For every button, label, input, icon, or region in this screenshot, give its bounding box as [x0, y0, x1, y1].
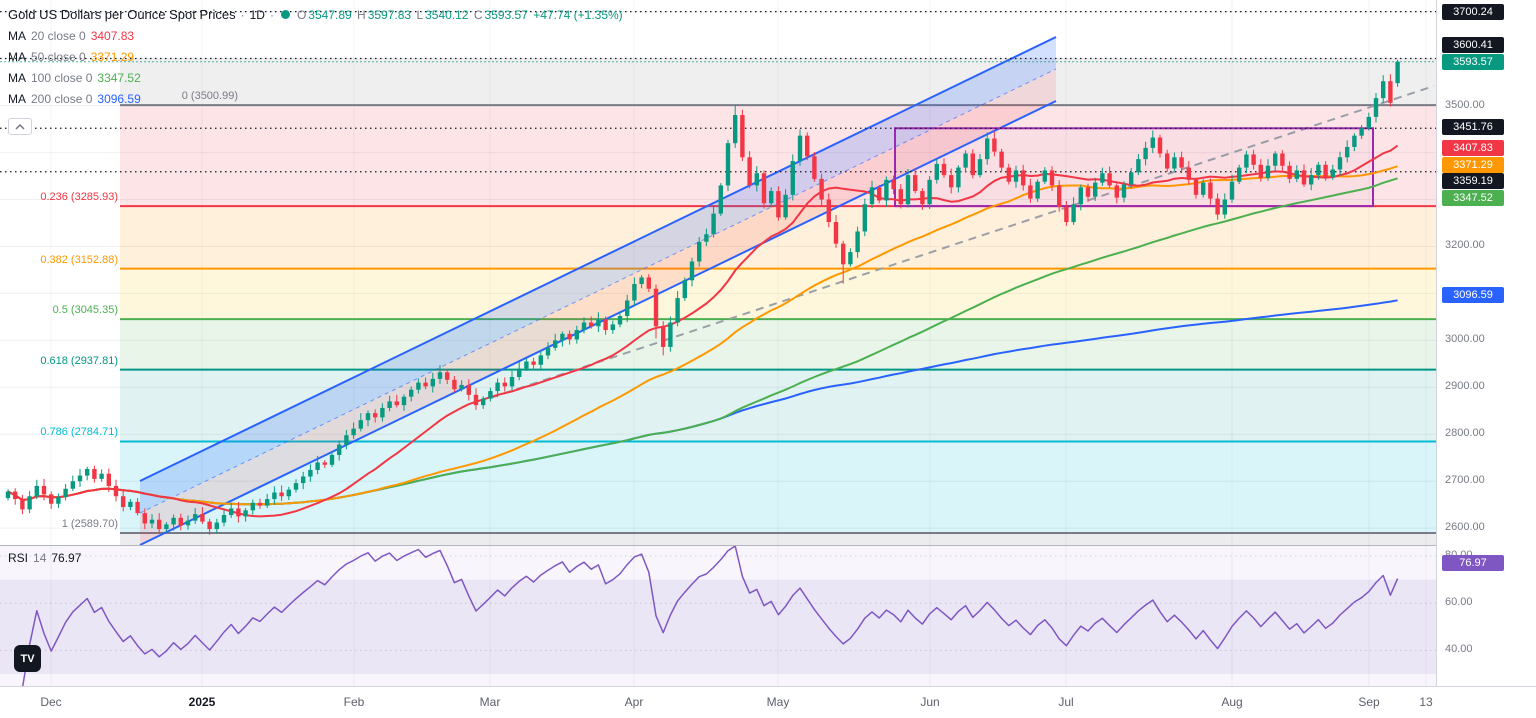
high-value: 3597.83	[367, 7, 412, 22]
price-axis-badge: 3407.83	[1442, 140, 1504, 156]
rsi-params: 14	[33, 551, 47, 565]
rsi-axis-label: 60.00	[1445, 596, 1473, 609]
indicator-legend-ma20[interactable]: MA 20 close 0 3407.83	[8, 25, 625, 46]
price-axis-badge: 3371.29	[1442, 157, 1504, 173]
fib-level-label: 0.618 (2937.81)	[40, 354, 118, 367]
rsi-chart-canvas[interactable]	[0, 546, 1436, 686]
time-axis-label: 13	[1419, 695, 1433, 709]
market-status-icon	[280, 10, 290, 19]
fib-level-label: 1 (2589.70)	[61, 517, 118, 530]
change-value: +47.74 (+1.35%)	[533, 7, 623, 22]
fib-level-label: 0.5 (3045.35)	[52, 304, 118, 317]
price-axis-badge: 3347.52	[1442, 190, 1504, 206]
indicator-legend-ma50[interactable]: MA 50 close 0 3371.29	[8, 46, 625, 67]
time-axis-label: Jun	[920, 695, 940, 709]
price-axis[interactable]: 3500.00 3200.00 3000.00 2900.00 2800.00 2700.…	[1436, 0, 1536, 686]
price-axis-label: 3000.00	[1445, 333, 1485, 346]
rsi-value-badge: 76.97	[1442, 555, 1504, 572]
open-label: O	[296, 7, 307, 22]
open-value: 3547.89	[308, 7, 352, 22]
pane-collapse-button[interactable]	[8, 118, 32, 135]
fib-level-label: 0.786 (2784.71)	[40, 426, 118, 439]
indicator-name: MA	[8, 28, 26, 43]
pane-separator[interactable]	[0, 545, 1536, 546]
time-axis-label: Dec	[40, 695, 62, 709]
indicator-params: 200 close 0	[31, 91, 93, 106]
time-axis-label: Aug	[1221, 695, 1243, 709]
timeframe-label[interactable]: 1D	[249, 7, 265, 22]
fib-level-label: 0 (3500.99)	[181, 90, 238, 103]
separator-dot: ·	[269, 7, 274, 22]
time-axis-label: 2025	[188, 695, 216, 709]
price-chart-canvas[interactable]	[0, 0, 1436, 546]
indicator-legend-list: MA 20 close 0 3407.83 MA 50 close 0 3371.29 MA…	[8, 25, 625, 109]
rsi-legend-row[interactable]: RSI 14 76.97	[8, 551, 81, 565]
separator-dot: ·	[240, 7, 245, 22]
price-axis-label: 2700.00	[1445, 474, 1485, 487]
symbol-title: Gold US Dollars per Ounce Spot Prices	[8, 7, 236, 22]
indicator-name: MA	[8, 49, 26, 64]
price-axis-label: 3500.00	[1445, 98, 1485, 111]
price-axis-badge: 3593.57	[1442, 54, 1504, 70]
price-axis-badge: 3451.76	[1442, 119, 1504, 135]
rsi-value: 76.97	[51, 551, 82, 565]
price-axis-badge: 3700.24	[1442, 4, 1504, 20]
high-label: H	[357, 7, 366, 22]
indicator-params: 20 close 0	[31, 28, 86, 43]
time-axis-label: Mar	[479, 695, 501, 709]
ohlc-values: O 3547.89 H 3597.83 L 3540.12 C 3593.57 +47.…	[297, 8, 625, 22]
price-axis-label: 2600.00	[1445, 521, 1485, 534]
fib-level-label: 0.236 (3285.93)	[40, 191, 118, 204]
price-axis-badge: 3359.19	[1442, 173, 1504, 189]
time-axis[interactable]: Dec 2025 Feb Mar Apr May Jun Jul Aug Sep 13	[0, 686, 1536, 718]
indicator-legend-ma200[interactable]: MA 200 close 0 3096.59	[8, 88, 625, 109]
chart-legend: Gold US Dollars per Ounce Spot Prices · …	[8, 4, 625, 109]
time-axis-label: Feb	[343, 695, 365, 709]
price-axis-label: 3200.00	[1445, 239, 1485, 252]
low-value: 3540.12	[425, 7, 469, 22]
indicator-value: 3407.83	[90, 28, 135, 43]
indicator-legend-ma100[interactable]: MA 100 close 0 3347.52	[8, 67, 625, 88]
indicator-params: 100 close 0	[31, 70, 93, 85]
indicator-value: 3096.59	[97, 91, 141, 106]
rsi-axis-label: 40.00	[1445, 643, 1473, 656]
price-axis-badge: 3096.59	[1442, 287, 1504, 303]
low-label: L	[416, 7, 424, 22]
price-axis-badge: 3600.41	[1442, 37, 1504, 53]
chevron-up-icon	[15, 123, 25, 130]
tradingview-logo-icon[interactable]: TV	[14, 645, 41, 672]
price-axis-label: 2900.00	[1445, 380, 1485, 393]
rsi-label: RSI	[8, 551, 29, 565]
tradingview-logo-text: TV	[20, 652, 35, 665]
time-axis-label: Jul	[1058, 695, 1074, 709]
price-axis-label: 2800.00	[1445, 427, 1485, 440]
time-axis-label: Sep	[1358, 695, 1380, 709]
indicator-params: 50 close 0	[31, 49, 86, 64]
time-axis-label: Apr	[624, 695, 644, 709]
indicator-value: 3371.29	[90, 49, 135, 64]
indicator-name: MA	[8, 70, 26, 85]
time-axis-label: May	[766, 695, 790, 709]
indicator-value: 3347.52	[97, 70, 141, 85]
close-label: C	[473, 7, 483, 22]
close-value: 3593.57	[484, 7, 528, 22]
indicator-name: MA	[8, 91, 26, 106]
fib-level-label: 0.382 (3152.88)	[40, 253, 118, 266]
symbol-legend-row[interactable]: Gold US Dollars per Ounce Spot Prices · …	[8, 4, 625, 25]
